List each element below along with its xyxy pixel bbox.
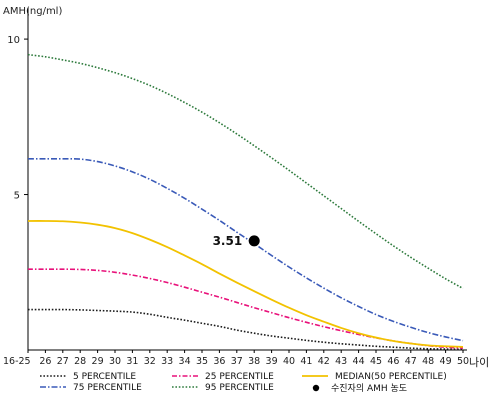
series-line-25-percentile bbox=[28, 268, 464, 349]
x-tick-label: 50 bbox=[457, 356, 469, 367]
x-tick-label: 43 bbox=[335, 356, 347, 367]
x-tick-label: 34 bbox=[179, 356, 191, 367]
x-tick-label: 33 bbox=[161, 356, 173, 367]
legend-label: 75 PERCENTILE bbox=[73, 383, 142, 393]
legend: 5 PERCENTILE 25 PERCENTILE MEDIAN(50 PERCE… bbox=[40, 372, 447, 394]
x-tick-label: 26 bbox=[39, 356, 51, 367]
x-tick-label: 30 bbox=[109, 356, 121, 367]
x-tick-label: 37 bbox=[231, 356, 243, 367]
x-tick-label: 47 bbox=[405, 356, 417, 367]
legend-marker-swatch bbox=[312, 384, 320, 392]
patient-amh-label: 3.51 bbox=[213, 234, 243, 248]
x-tick-label: 49 bbox=[440, 356, 452, 367]
x-tick-label: 32 bbox=[144, 356, 156, 367]
series-line-95-percentile bbox=[27, 53, 464, 290]
x-tick-label: 41 bbox=[300, 356, 312, 367]
x-tick-label: 44 bbox=[353, 356, 365, 367]
legend-label: 25 PERCENTILE bbox=[205, 372, 274, 382]
series-line-median-50-percentile bbox=[27, 220, 464, 348]
x-tick-label: 39 bbox=[266, 356, 278, 367]
x-tick-label: 36 bbox=[213, 356, 225, 367]
series-line-75-percentile bbox=[28, 157, 464, 342]
legend-label: 5 PERCENTILE bbox=[73, 372, 136, 382]
x-tick-label: 29 bbox=[92, 356, 104, 367]
plot-area: 5 10 16-25 26 27 28 29 30 31 32 33 34 35 36 37 38 39 40 41… bbox=[3, 8, 469, 367]
x-tick-label: 16-25 bbox=[3, 356, 31, 367]
patient-amh-point bbox=[248, 235, 260, 247]
y-axis-label: AMH(ng/ml) bbox=[3, 6, 62, 17]
x-tick-label: 48 bbox=[422, 356, 434, 367]
legend-marker-label: 수진자의 AMH 농도 bbox=[331, 383, 407, 394]
y-tick-label: 10 bbox=[7, 35, 20, 46]
y-tick-label: 5 bbox=[14, 191, 20, 202]
x-tick-label: 28 bbox=[74, 356, 86, 367]
x-axis-label: 나이 bbox=[469, 356, 489, 369]
legend-label: 95 PERCENTILE bbox=[205, 383, 274, 393]
series-line-5-percentile bbox=[28, 308, 464, 351]
x-tick-label: 40 bbox=[283, 356, 295, 367]
legend-label: MEDIAN(50 PERCENTILE) bbox=[335, 372, 447, 382]
x-tick-label: 46 bbox=[387, 356, 399, 367]
x-tick-label: 35 bbox=[196, 356, 208, 367]
x-tick-label: 31 bbox=[126, 356, 138, 367]
x-tick-label: 38 bbox=[248, 356, 260, 367]
x-tick-label: 42 bbox=[318, 356, 330, 367]
x-tick-label: 45 bbox=[370, 356, 382, 367]
x-tick-label: 27 bbox=[57, 356, 69, 367]
